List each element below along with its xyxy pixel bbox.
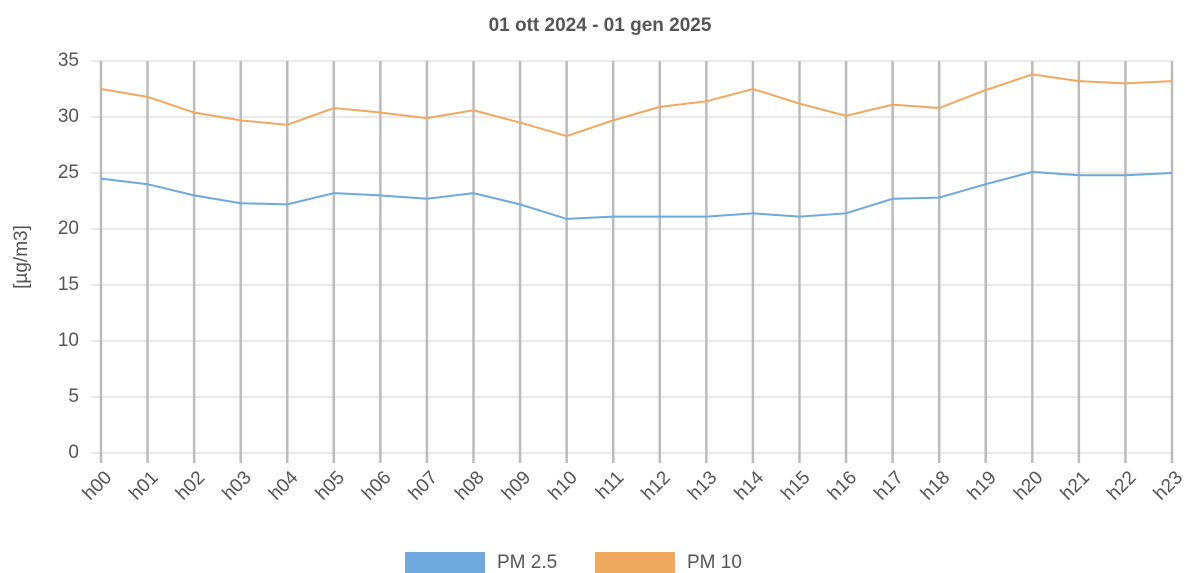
series-line xyxy=(100,73,1173,138)
y-tick-label: 30 xyxy=(58,106,79,127)
x-tick-label: h10 xyxy=(544,467,581,504)
y-tick-label: 35 xyxy=(58,50,79,71)
x-tick-label: h17 xyxy=(870,467,907,504)
x-tick-label: h21 xyxy=(1057,467,1094,504)
x-tick-label: h08 xyxy=(451,467,488,504)
x-tick-label: h23 xyxy=(1150,467,1187,504)
x-tick-label: h19 xyxy=(964,467,1001,504)
x-tick-label: h06 xyxy=(358,467,395,504)
legend-swatch xyxy=(405,552,485,573)
x-tick-label: h04 xyxy=(265,467,303,505)
x-tick-label: h16 xyxy=(824,467,861,504)
x-tick-label: h20 xyxy=(1010,467,1047,504)
x-tick-label: h05 xyxy=(312,467,349,504)
y-tick-label: 0 xyxy=(68,442,79,463)
x-tick-label: h18 xyxy=(917,467,954,504)
chart-title: 01 ott 2024 - 01 gen 2025 xyxy=(489,15,712,36)
x-tick-label: h22 xyxy=(1103,467,1140,504)
x-tick-label: h13 xyxy=(684,467,721,504)
x-tick-label: h09 xyxy=(498,467,535,504)
y-tick-label: 5 xyxy=(68,386,79,407)
y-axis-label: [µg/m3] xyxy=(11,225,32,289)
x-tick-label: h12 xyxy=(638,467,675,504)
legend-label: PM 2.5 xyxy=(497,552,557,573)
x-tick-label: h01 xyxy=(125,467,162,504)
x-tick-label: h00 xyxy=(79,467,116,504)
y-tick-label: 10 xyxy=(58,330,79,351)
x-tick-label: h15 xyxy=(777,467,814,504)
x-tick-label: h02 xyxy=(172,467,209,504)
legend-label: PM 10 xyxy=(687,552,742,573)
legend-swatch xyxy=(595,552,675,573)
series-line xyxy=(100,170,1173,220)
y-tick-label: 15 xyxy=(58,274,79,295)
x-tick-label: h11 xyxy=(592,467,628,503)
y-tick-label: 25 xyxy=(58,162,79,183)
x-tick-label: h14 xyxy=(731,467,769,505)
y-tick-label: 20 xyxy=(58,218,79,239)
x-tick-label: h07 xyxy=(405,467,442,504)
x-tick-label: h03 xyxy=(219,467,256,504)
